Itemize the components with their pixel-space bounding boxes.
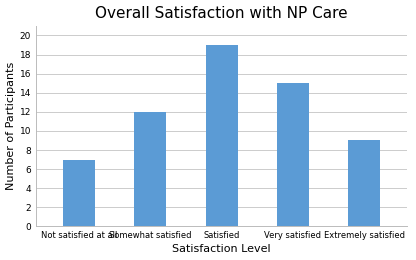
X-axis label: Satisfaction Level: Satisfaction Level bbox=[172, 244, 271, 255]
Bar bbox=[206, 45, 238, 226]
Y-axis label: Number of Participants: Number of Participants bbox=[5, 62, 15, 190]
Bar bbox=[348, 140, 380, 226]
Bar bbox=[134, 112, 166, 226]
Bar bbox=[63, 160, 95, 226]
Bar bbox=[277, 83, 309, 226]
Title: Overall Satisfaction with NP Care: Overall Satisfaction with NP Care bbox=[95, 5, 348, 21]
